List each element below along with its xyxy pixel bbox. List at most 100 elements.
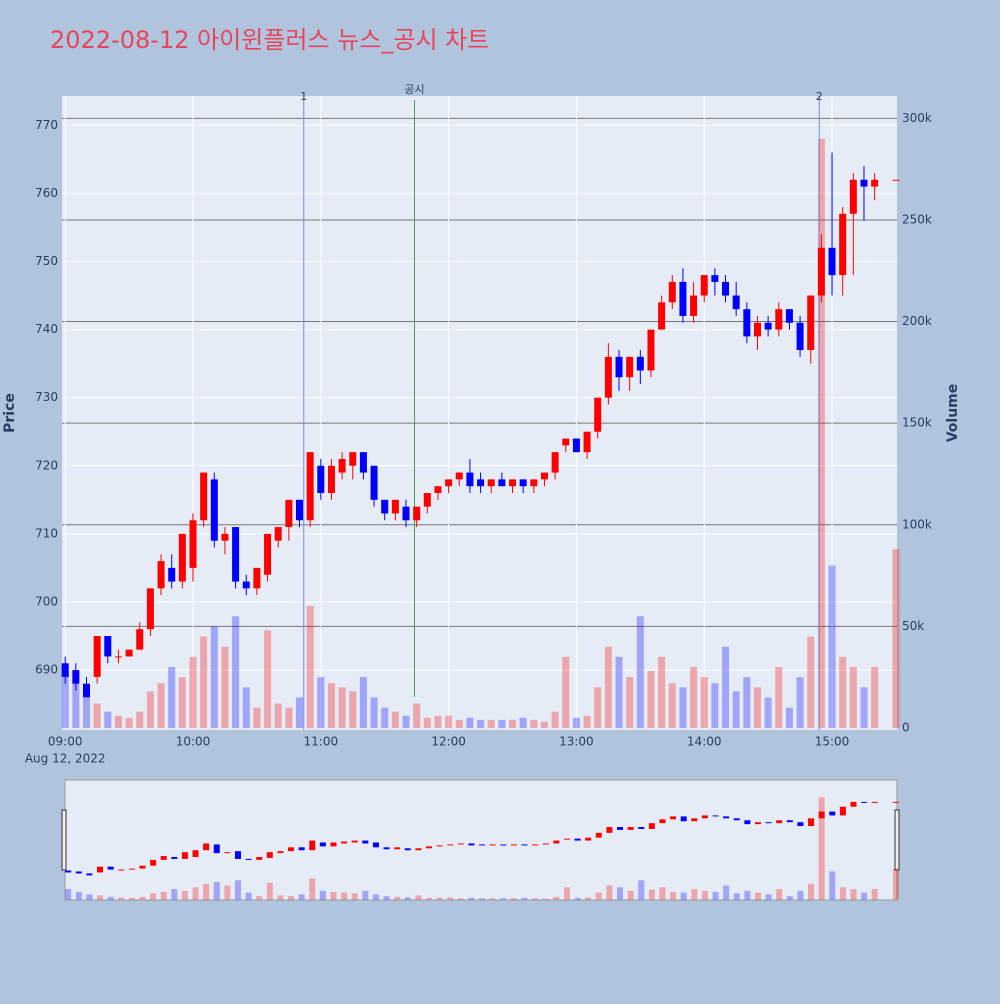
mini-volume-bar: [850, 889, 857, 900]
mini-candle: [871, 801, 878, 803]
candle-body: [519, 479, 527, 487]
mini-candle: [638, 827, 645, 829]
mini-candle: [670, 816, 677, 820]
volume-bar: [391, 711, 399, 728]
candle-body: [72, 670, 80, 684]
mini-volume-bar: [86, 894, 93, 900]
candle-body: [615, 356, 623, 378]
event-label: 공시: [404, 83, 424, 96]
candle-body: [178, 533, 186, 582]
mini-candle: [256, 856, 263, 860]
candle-body: [413, 506, 421, 521]
mini-volume-bar: [542, 898, 549, 900]
candle-body: [583, 431, 591, 453]
candle-body: [796, 322, 804, 351]
mini-volume-bar: [192, 887, 199, 900]
mini-candle: [150, 859, 157, 866]
volume-bar: [668, 683, 676, 728]
mini-candle: [701, 815, 708, 819]
mini-volume-bar: [754, 892, 761, 900]
volume-bar: [647, 671, 655, 728]
mini-candle: [118, 869, 125, 871]
mini-volume-bar: [638, 880, 645, 900]
mini-candle: [171, 856, 178, 859]
mini-volume-bar: [415, 895, 422, 900]
candle-body: [455, 472, 463, 480]
candle-body: [487, 479, 495, 487]
candle-body: [477, 479, 485, 487]
volume-bar: [753, 687, 761, 728]
volume-bar: [828, 565, 836, 728]
candle-body: [242, 581, 250, 589]
volume-bar: [242, 687, 250, 728]
mini-candle: [213, 844, 220, 854]
candle-body: [114, 656, 122, 658]
candle-body: [82, 683, 90, 698]
mini-volume-bar: [107, 896, 114, 900]
mini-volume-bar: [394, 896, 401, 900]
candle-body: [764, 322, 772, 330]
mini-volume-bar: [288, 896, 295, 900]
candle-body: [285, 499, 293, 528]
mini-volume-bar: [341, 892, 348, 900]
candle-body: [711, 275, 719, 282]
volume-bar: [594, 687, 602, 728]
mini-volume-bar: [818, 797, 825, 900]
mini-candle: [829, 811, 836, 816]
mini-candle: [426, 846, 432, 849]
volume-bar: [338, 687, 346, 728]
volume-bar: [189, 656, 197, 728]
volume-bar: [434, 715, 442, 728]
candle-body: [604, 356, 612, 398]
mini-candle: [234, 851, 241, 859]
mini-volume-bar: [723, 885, 730, 900]
volume-bar: [221, 646, 229, 728]
mini-volume-bar: [701, 890, 708, 900]
volume-bar: [455, 719, 463, 728]
mini-volume-bar: [171, 889, 178, 900]
volume-bar: [93, 703, 101, 728]
candle-body: [647, 329, 655, 371]
candle-body: [572, 438, 580, 453]
volume-bar: [690, 667, 698, 728]
mini-volume-bar: [447, 897, 454, 900]
range-slider[interactable]: [64, 779, 898, 901]
volume-bar: [178, 677, 186, 728]
mini-volume-bar: [65, 889, 72, 900]
candle-body: [402, 506, 410, 521]
candle-body: [562, 438, 570, 446]
candle-body: [349, 452, 357, 466]
mini-volume-bar: [871, 889, 878, 900]
mini-candle: [266, 852, 273, 858]
candle-body: [807, 295, 815, 351]
candle-body: [690, 295, 698, 316]
candle-body: [679, 281, 687, 316]
volume-bar: [498, 719, 506, 728]
slider-handle[interactable]: [894, 809, 900, 871]
candle-body: [551, 452, 559, 473]
mini-candle: [892, 801, 899, 803]
volume-bar: [722, 646, 730, 728]
mini-volume-bar: [648, 889, 655, 900]
mini-candle: [786, 820, 793, 823]
volume-bar: [285, 707, 293, 728]
mini-candle: [500, 844, 507, 846]
candle-body: [168, 567, 176, 582]
mini-volume-bar: [521, 897, 528, 900]
y2-tick-label: 200k: [902, 314, 932, 328]
candle-body: [722, 281, 730, 296]
volume-bar: [477, 719, 485, 728]
slider-handle[interactable]: [61, 809, 67, 871]
volume-bar: [306, 606, 314, 728]
mini-volume-bar: [670, 891, 677, 900]
volume-bar: [487, 719, 495, 728]
volume-bar: [274, 703, 282, 728]
y2-tick-label: 0: [902, 720, 910, 734]
mini-volume-bar: [404, 897, 411, 900]
candle-body: [296, 499, 304, 521]
mini-candle: [521, 844, 528, 846]
mini-volume-bar: [786, 896, 793, 900]
mini-volume-bar: [383, 896, 390, 900]
y-axis-title: Price: [2, 393, 18, 433]
candle-body: [775, 309, 783, 330]
